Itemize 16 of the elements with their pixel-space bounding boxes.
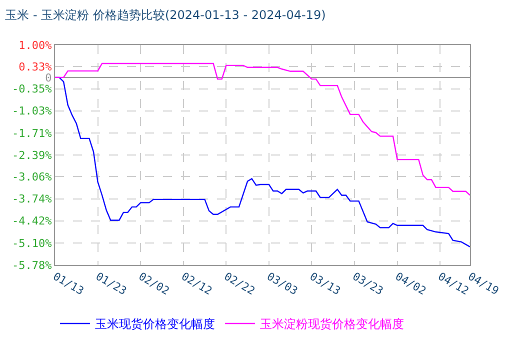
y-tick-label: 0 (45, 71, 52, 84)
y-tick-label: -3.06% (12, 170, 52, 184)
y-tick-label: -0.35% (12, 82, 52, 96)
chart-title: 玉米 - 玉米淀粉 价格趋势比较(2024-01-13 - 2024-04-19) (5, 8, 326, 22)
y-tick-label: -1.03% (12, 104, 52, 118)
y-tick-label: -5.78% (12, 258, 52, 272)
y-tick-label: -4.42% (12, 214, 52, 228)
y-tick-label: -3.74% (12, 192, 52, 206)
y-tick-label: -2.39% (12, 148, 52, 162)
y-tick-label: -5.10% (12, 236, 52, 250)
legend-label: 玉米现货价格变化幅度 (95, 317, 215, 332)
line-series (55, 62, 470, 196)
y-tick-label: -1.71% (12, 126, 52, 140)
y-tick-label: 1.00% (18, 38, 52, 52)
y-tick-label: 0.33% (18, 60, 52, 74)
legend-label: 玉米淀粉现货价格变化幅度 (260, 317, 404, 332)
